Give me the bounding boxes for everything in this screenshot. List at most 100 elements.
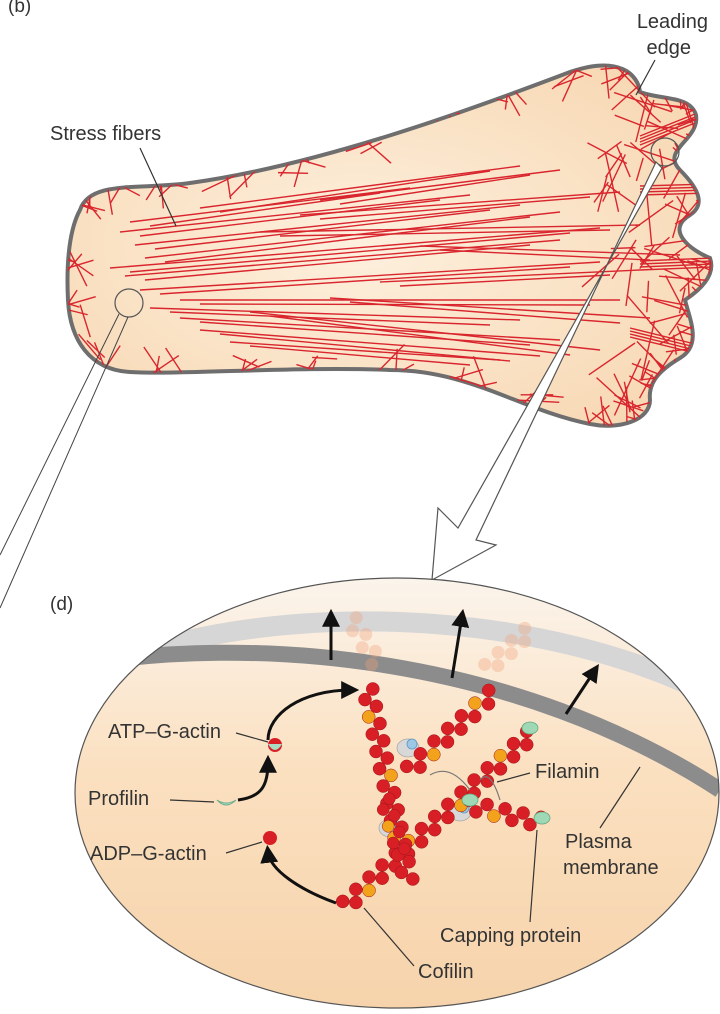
actin-subunit <box>398 842 411 855</box>
cortical-actin <box>631 400 638 426</box>
stress-fiber <box>129 232 571 273</box>
stress-fiber <box>109 227 601 269</box>
zoom-bubble <box>74 577 720 1009</box>
leading-edge-actin <box>674 73 712 90</box>
cortical-actin <box>449 375 482 387</box>
cortical-actin <box>676 153 702 163</box>
leading-edge-zoom-circle <box>650 137 680 167</box>
actin-subunit <box>487 809 501 823</box>
cortical-actin <box>244 373 264 392</box>
actin-subunit <box>383 792 396 805</box>
leading-edge-actin <box>635 157 644 182</box>
capping-protein <box>521 721 539 735</box>
actin-subunit <box>349 895 363 910</box>
stress-fiber <box>124 239 561 277</box>
ghost-actin-subunit <box>504 647 518 661</box>
leading-edge-actin <box>639 244 656 269</box>
filopodium-bundle <box>639 257 712 262</box>
leading-edge-actin <box>614 65 656 108</box>
leading-edge-actin <box>597 140 622 160</box>
actin-subunit <box>480 761 495 775</box>
leading-edge-actin <box>602 154 626 202</box>
cortical-actin <box>67 253 83 285</box>
actin-subunit <box>393 825 406 839</box>
actin-subunit <box>372 761 387 776</box>
filopodium-bundle <box>639 116 696 140</box>
leading-edge-actin <box>640 236 670 264</box>
g-actin-cycle <box>216 681 360 905</box>
leading-edge-actin <box>606 184 638 207</box>
leading-edge-actin <box>605 153 623 178</box>
actin-subunit <box>427 747 441 762</box>
stress-fiber <box>199 329 541 357</box>
stress-fiber <box>154 209 491 250</box>
filopodium-bundle <box>629 333 696 351</box>
actin-subunit <box>481 697 496 711</box>
cortical-actin <box>553 75 584 88</box>
actin-subunit <box>498 802 512 816</box>
stress-fiber <box>319 196 591 220</box>
atp-g-actin-profilin-cap <box>268 744 282 750</box>
zoom-line-left-b <box>0 316 129 609</box>
actin-subunit <box>366 682 380 696</box>
cortical-actin <box>87 174 134 185</box>
actin-subunit <box>386 836 400 850</box>
actin-subunit <box>506 750 521 764</box>
leading-edge-label-line2: edge <box>647 37 692 59</box>
filamin-leader <box>496 772 531 783</box>
cortical-actin <box>641 360 651 381</box>
actin-subunit <box>381 820 395 833</box>
cortical-actin <box>229 169 257 198</box>
actin-subunit <box>468 709 482 724</box>
cortical-actin <box>67 259 94 273</box>
leading-edge-actin <box>597 175 608 212</box>
actin-subunit <box>413 747 428 761</box>
leading-edge-actin <box>614 114 645 128</box>
cortical-actin <box>107 188 114 215</box>
zoom-line-left-a <box>0 313 120 556</box>
leading-edge-actin <box>658 148 666 180</box>
leading-edge-actin <box>646 65 687 97</box>
cortical-actin <box>349 125 371 133</box>
actin-subunit <box>413 760 427 774</box>
stress-fiber <box>134 204 521 246</box>
filamin-crosslink <box>429 770 471 791</box>
protrusion-arrows <box>322 608 599 715</box>
stress-fibers-leader <box>139 147 177 227</box>
cortical-actin <box>695 262 702 285</box>
actin-subunit <box>406 872 420 886</box>
actin-subunit <box>454 709 469 723</box>
ghost-actin-subunit <box>518 621 532 635</box>
filopodium-bundle <box>639 122 696 146</box>
leading-edge-label-line1: Leading <box>637 11 708 33</box>
protrusion-arrow-2 <box>450 608 470 679</box>
stress-fiber <box>164 216 531 263</box>
cortical-actin <box>165 347 182 373</box>
profilin-icon <box>216 799 237 806</box>
cycle-arrow-bottom <box>260 844 337 905</box>
stress-fiber <box>279 229 611 237</box>
cofilin-leader <box>363 907 415 967</box>
leading-edge-leader <box>635 59 656 96</box>
cortical-actin <box>551 65 589 90</box>
actin-subunit <box>441 797 455 812</box>
panel-b: (b) Stress fibers Leading edge <box>0 0 714 609</box>
ghost-actin-subunit <box>368 644 382 658</box>
cofilin-label: Cofilin <box>418 961 474 983</box>
atp-g-actin-label: ATP–G-actin <box>108 721 221 743</box>
capping-protein-label: Capping protein <box>440 925 581 947</box>
stress-fibers-label: Stress fibers <box>50 123 161 145</box>
stress-fiber <box>119 194 471 233</box>
actin-subunit <box>516 806 530 820</box>
cortical-actin <box>677 117 700 126</box>
atp-g-actin-leader <box>235 732 269 743</box>
actin-subunit <box>384 768 398 783</box>
cortical-actin <box>603 65 610 99</box>
cortical-actin <box>69 251 88 287</box>
actin-subunit <box>402 854 416 869</box>
cortical-actin <box>379 370 391 397</box>
profilin-label: Profilin <box>88 788 149 810</box>
zoom-arrow <box>431 160 663 582</box>
stress-fiber <box>339 174 531 205</box>
cell <box>65 63 714 428</box>
